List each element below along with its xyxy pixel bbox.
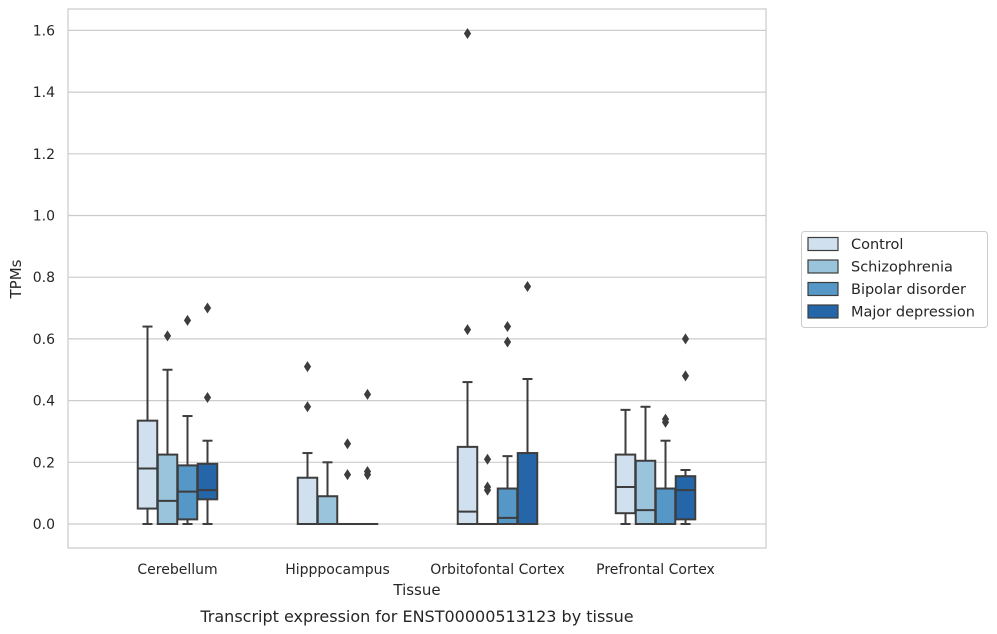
y-tick-label: 0.2 [33, 455, 55, 471]
outlier-point [363, 388, 372, 400]
outlier-point [303, 361, 312, 373]
box-iqr [196, 462, 219, 501]
legend-label: Schizophrenia [851, 260, 953, 276]
outlier-point [503, 336, 512, 348]
outlier-point [363, 466, 372, 478]
grid-lines [68, 29, 766, 525]
legend-items: Control Schizophrenia Bipolar disorder Majo… [807, 236, 975, 321]
legend: Control Schizophrenia Bipolar disorder Majo… [801, 231, 988, 328]
box-iqr [674, 475, 697, 521]
x-tick-label: Prefrontal Cortex [596, 562, 715, 578]
box-bipolar-disorder-hipppocampus [336, 438, 359, 526]
box-schizophrenia-cerebellum [156, 330, 179, 525]
y-tick-label: 0.8 [33, 270, 55, 286]
series-bipolar-disorder [176, 314, 677, 526]
box-control-hipppocampus [296, 361, 319, 526]
box-control-prefrontal-cortex [614, 408, 637, 525]
x-axis-ticks: Cerebellum Hipppocampus Orbitofontal Corte… [137, 562, 714, 578]
legend-swatch [807, 281, 839, 297]
outlier-point [163, 330, 172, 342]
outlier-point [183, 314, 192, 326]
outlier-point [681, 333, 690, 345]
box-iqr [654, 487, 677, 525]
y-tick-label: 1.0 [33, 209, 55, 225]
outlier-point [661, 413, 670, 425]
legend-label: Control [851, 237, 903, 253]
box-control-cerebellum [136, 325, 159, 525]
box-iqr [316, 495, 339, 525]
y-tick-label: 1.6 [33, 23, 55, 39]
y-axis-ticks: 0.0 0.2 0.4 0.6 0.8 1.0 1.2 1.4 1.6 [33, 23, 55, 533]
outlier-point [203, 392, 212, 404]
x-tick-label: Orbitofontal Cortex [430, 562, 565, 578]
legend-label: Major depression [851, 305, 975, 321]
outlier-point [483, 453, 492, 465]
outlier-point [483, 481, 492, 493]
outlier-point [463, 27, 472, 39]
legend-frame [801, 231, 988, 328]
outlier-point [343, 438, 352, 450]
outlier-point [503, 321, 512, 333]
y-tick-label: 1.2 [33, 147, 55, 163]
series-major-depression [196, 280, 697, 526]
outlier-point [523, 280, 532, 292]
box-iqr [156, 453, 179, 525]
outlier-point [303, 401, 312, 413]
box-major-depression-hipppocampus [356, 388, 379, 526]
box-iqr [516, 452, 539, 526]
legend-item-control: Control [807, 236, 903, 253]
legend-label: Bipolar disorder [851, 282, 966, 298]
box-iqr [456, 445, 479, 525]
box-bipolar-disorder-prefrontal-cortex [654, 413, 677, 525]
series-control [136, 27, 637, 526]
box-major-depression-cerebellum [196, 302, 219, 525]
y-tick-label: 1.4 [33, 85, 55, 101]
box-bipolar-disorder-cerebellum [176, 314, 199, 525]
legend-item-major-depression: Major depression [807, 304, 975, 321]
legend-swatch [807, 259, 839, 274]
box-control-orbitofontal-cortex [456, 27, 479, 525]
x-tick-label: Cerebellum [137, 562, 217, 578]
box-major-depression-prefrontal-cortex [674, 333, 697, 525]
box-schizophrenia-prefrontal-cortex [634, 405, 657, 526]
box-iqr [634, 459, 657, 526]
y-tick-label: 0.4 [33, 394, 55, 410]
box-iqr [614, 453, 637, 515]
x-tick-label: Hipppocampus [285, 562, 390, 578]
legend-item-bipolar-disorder: Bipolar disorder [807, 281, 966, 298]
x-axis-label: Tissue [392, 581, 440, 599]
plot-frame [67, 8, 767, 549]
outlier-point [343, 469, 352, 481]
outlier-point [681, 370, 690, 382]
chart-caption: Transcript expression for ENST0000051312… [199, 607, 633, 626]
outlier-point [203, 302, 212, 314]
box-major-depression-orbitofontal-cortex [516, 280, 539, 526]
box-iqr [296, 476, 319, 526]
y-tick-label: 0.6 [33, 332, 55, 348]
box-bipolar-disorder-orbitofontal-cortex [496, 321, 519, 525]
legend-swatch [807, 304, 839, 319]
box-iqr [136, 419, 159, 510]
y-tick-label: 0.0 [33, 517, 55, 533]
box-schizophrenia-orbitofontal-cortex [476, 453, 499, 526]
y-axis-label: TPMs [7, 259, 25, 299]
legend-swatch [807, 236, 839, 252]
box-schizophrenia-hipppocampus [316, 461, 339, 525]
outlier-point [463, 324, 472, 336]
legend-item-schizophrenia: Schizophrenia [807, 259, 953, 276]
box-series [136, 27, 697, 526]
series-schizophrenia [156, 330, 657, 526]
